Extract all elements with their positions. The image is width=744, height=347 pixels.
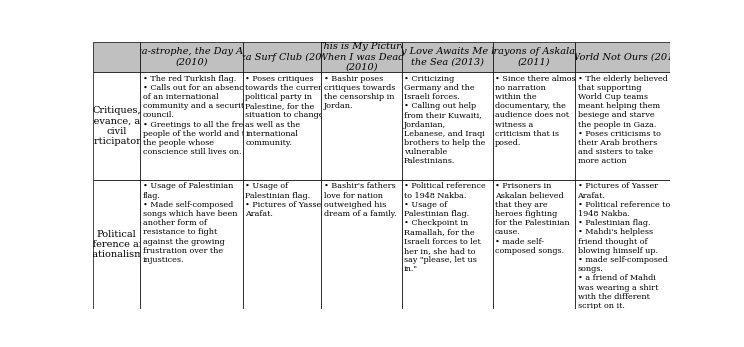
Text: • The red Turkish flag.
• Calls out for an absence
of an international
community: • The red Turkish flag. • Calls out for … [143, 75, 249, 156]
Text: • Bashir poses
critiques towards
the censorship in
Jordan.: • Bashir poses critiques towards the cen… [324, 75, 395, 110]
Text: A World Not Ours (2013): A World Not Ours (2013) [561, 52, 684, 61]
Bar [575, 42, 670, 73]
Bar [141, 73, 243, 180]
Text: This is My Picture
When I was Dead
(2010): This is My Picture When I was Dead (2010… [317, 42, 406, 72]
Bar [93, 42, 141, 73]
Bar [402, 42, 493, 73]
Text: • Prisoners in
Askalan believed
that they are
heroes fighting
for the Palestinia: • Prisoners in Askalan believed that the… [495, 183, 569, 255]
Bar [493, 180, 575, 309]
Bar [493, 73, 575, 180]
Text: My Love Awaits Me by
the Sea (2013): My Love Awaits Me by the Sea (2013) [391, 47, 503, 67]
Text: • Usage of Palestinian
flag.
• Made self-composed
songs which have been
another : • Usage of Palestinian flag. • Made self… [143, 183, 237, 264]
Bar [93, 73, 141, 180]
Text: • The elderly believed
that supporting
World Cup teams
meant helping them
besieg: • The elderly believed that supporting W… [577, 75, 667, 165]
Text: • Usage of
Palestinian flag.
• Pictures of Yasser
Arafat.: • Usage of Palestinian flag. • Pictures … [246, 183, 326, 218]
Bar [243, 73, 321, 180]
Text: • Bashir's fathers
love for nation
outweighed his
dream of a family.: • Bashir's fathers love for nation outwe… [324, 183, 397, 218]
Bar [321, 180, 402, 309]
Bar [243, 180, 321, 309]
Bar [402, 180, 493, 309]
Text: Gaza-strophe, the Day After
(2010): Gaza-strophe, the Day After (2010) [123, 47, 260, 67]
Text: • Criticizing
Germany and the
Israeli forces.
• Calling out help
from their Kuwa: • Criticizing Germany and the Israeli fo… [404, 75, 485, 165]
Bar [575, 180, 670, 309]
Bar [321, 42, 402, 73]
Bar [141, 42, 243, 73]
Bar [141, 180, 243, 309]
Bar [93, 180, 141, 309]
Text: Crayons of Askalan
(2011): Crayons of Askalan (2011) [487, 47, 582, 67]
Text: • Poses critiques
towards the current
political party in
Palestine, for the
situ: • Poses critiques towards the current po… [246, 75, 327, 147]
Text: Political
reference and
nationalism:: Political reference and nationalism: [82, 230, 151, 260]
Text: Gaza Surf Club (2016): Gaza Surf Club (2016) [227, 52, 338, 61]
Text: • Pictures of Yasser
Arafat.
• Political reference to
1948 Nakba.
• Palestinian : • Pictures of Yasser Arafat. • Political… [577, 183, 670, 310]
Bar [575, 73, 670, 180]
Text: • Since there almost
no narration
within the
documentary, the
audience does not
: • Since there almost no narration within… [495, 75, 579, 147]
Text: • Political reference
to 1948 Nakba.
• Usage of
Palestinian flag.
• Checkpoint i: • Political reference to 1948 Nakba. • U… [404, 183, 486, 273]
Bar [243, 42, 321, 73]
Bar [493, 42, 575, 73]
Text: Critiques,
relevance, and
civil
participatory:: Critiques, relevance, and civil particip… [80, 106, 153, 146]
Bar [321, 73, 402, 180]
Bar [402, 73, 493, 180]
